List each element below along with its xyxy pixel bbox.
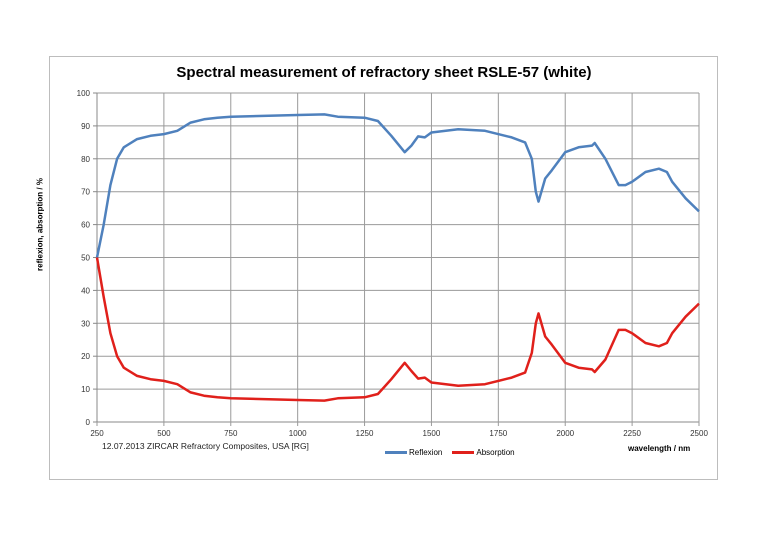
y-tick-label: 40: [81, 286, 90, 295]
y-tick-label: 70: [81, 188, 90, 197]
x-tick-label: 1250: [356, 429, 374, 438]
footer-note: 12.07.2013 ZIRCAR Refractory Composites,…: [102, 441, 309, 451]
y-tick-label: 100: [77, 89, 91, 98]
legend-swatch: [452, 451, 475, 454]
series-line-reflexion: [95, 113, 700, 258]
legend-item-absorption: Absorption: [452, 448, 515, 457]
y-tick-label: 60: [81, 221, 90, 230]
series-line-absorption: [95, 257, 700, 402]
x-tick-label: 2000: [556, 429, 574, 438]
y-tick-label: 80: [81, 155, 90, 164]
x-tick-label: 250: [90, 429, 104, 438]
chart-frame: [49, 56, 718, 480]
x-tick-label: 2500: [690, 429, 708, 438]
x-tick-label: 750: [224, 429, 238, 438]
y-tick-label: 20: [81, 352, 90, 361]
y-tick-label: 50: [81, 254, 90, 263]
x-axis-label: wavelength / nm: [628, 444, 691, 453]
x-tick-label: 1500: [423, 429, 441, 438]
y-tick-label: 0: [86, 418, 91, 427]
x-tick-label: 1750: [489, 429, 507, 438]
chart-title: Spectral measurement of refractory sheet…: [176, 64, 592, 81]
y-tick-label: 10: [81, 385, 90, 394]
y-tick-label: 30: [81, 319, 90, 328]
legend-swatch: [385, 451, 407, 454]
x-tick-label: 500: [157, 429, 171, 438]
legend-item-reflexion: Reflexion: [385, 448, 442, 457]
legend-label: Absorption: [476, 448, 515, 457]
legend-label: Reflexion: [409, 448, 443, 457]
legend: Reflexion Absorption: [385, 448, 515, 457]
y-tick-label: 90: [81, 122, 90, 131]
x-tick-label: 1000: [289, 429, 307, 438]
x-tick-label: 2250: [623, 429, 641, 438]
